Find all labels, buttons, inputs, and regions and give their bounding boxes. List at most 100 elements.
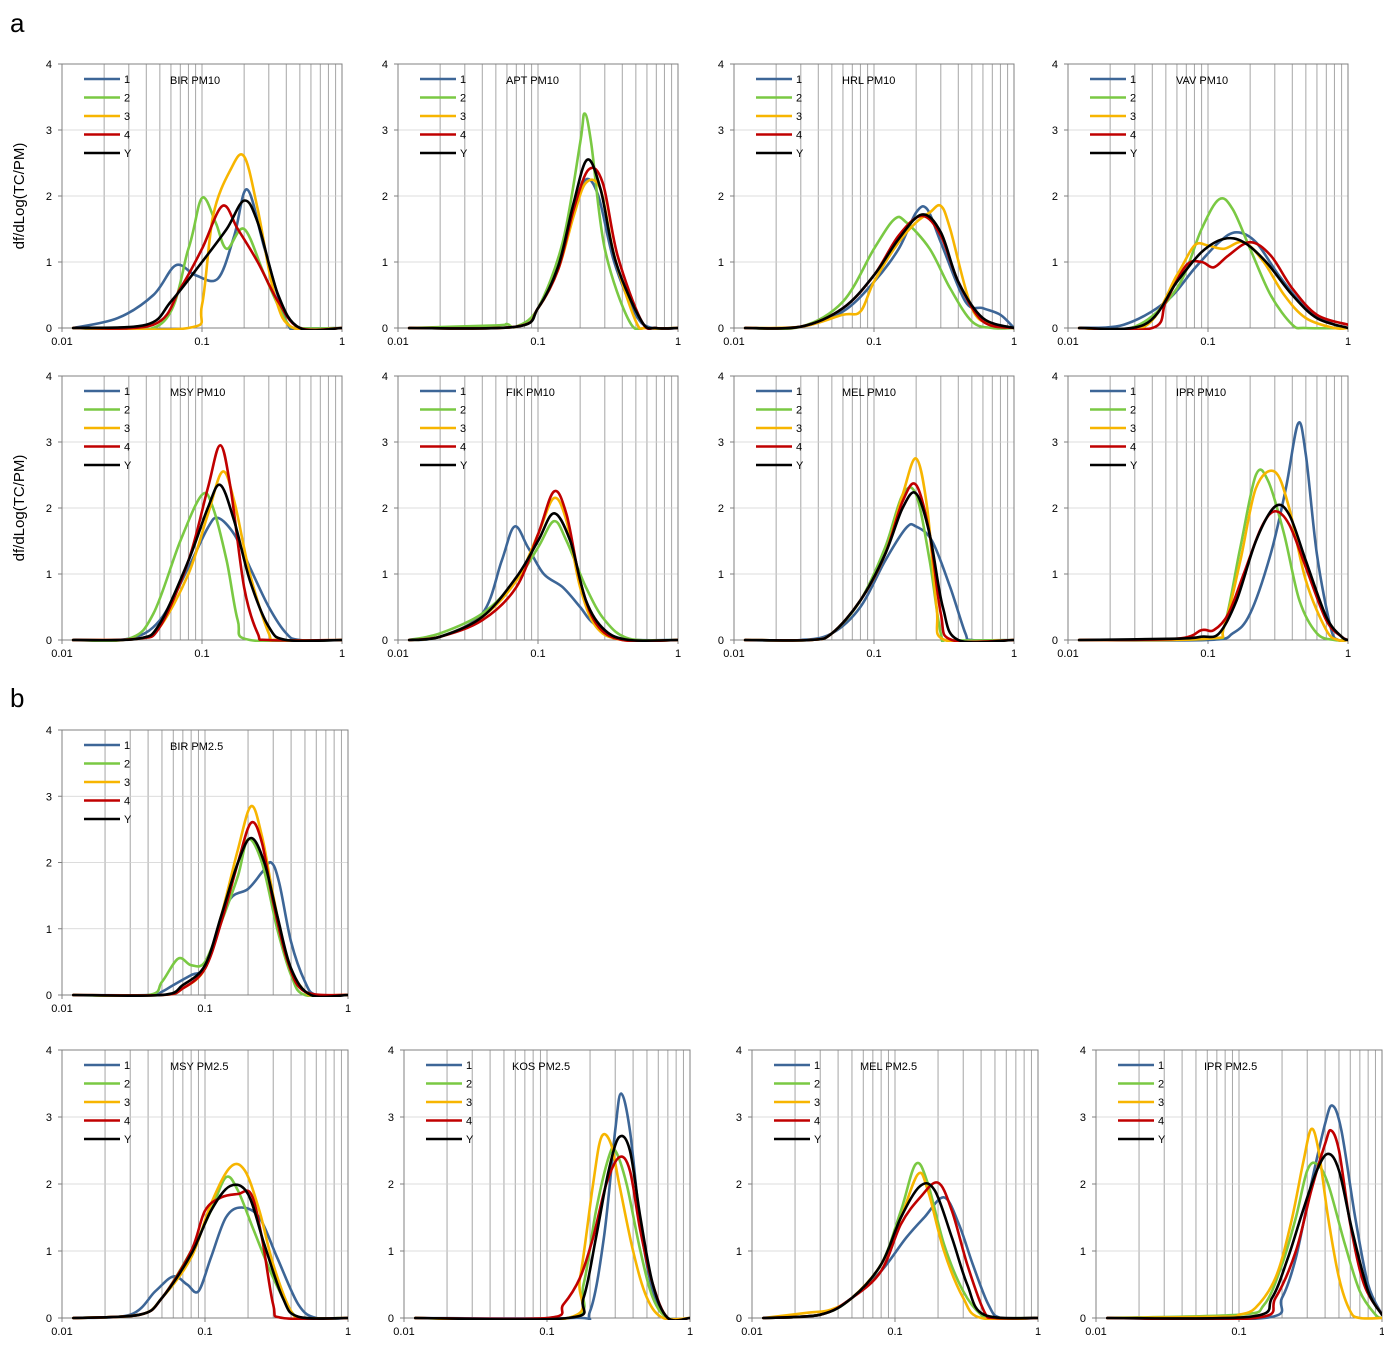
y-tick-label: 0 (1052, 635, 1058, 647)
legend-label: 3 (124, 1097, 130, 1109)
legend-label: 1 (124, 386, 130, 398)
x-tick-label: 1 (1345, 336, 1351, 348)
chart-title: HRL PM10 (842, 75, 895, 87)
legend-label: 4 (1130, 130, 1136, 142)
legend-label: 1 (124, 74, 130, 86)
legend-label: 4 (460, 442, 466, 454)
x-tick-label: 0.01 (387, 648, 408, 660)
y-tick-label: 1 (736, 1246, 742, 1258)
chart-title: MEL PM10 (842, 387, 896, 399)
x-tick-label: 0.1 (1200, 648, 1215, 660)
series-line (1106, 1152, 1382, 1320)
x-tick-label: 1 (1345, 648, 1351, 660)
series-line (1077, 240, 1348, 330)
chart-panel: 0.01 0.1 1 0 1 2 3 4 1 2 3 4 Y BIR PM2.5 (46, 725, 351, 1015)
chart-panel: 0.01 0.1 1 0 1 2 3 4 1 2 3 4 Y HRL PM10 (718, 59, 1017, 348)
x-tick-label: 0.01 (387, 336, 408, 348)
x-tick-label: 0.1 (194, 648, 209, 660)
legend-label: 1 (1130, 386, 1136, 398)
series-line (743, 457, 1014, 642)
legend-label: 4 (124, 796, 130, 808)
legend-label: 3 (124, 111, 130, 123)
series-line (743, 205, 1014, 330)
y-tick-label: 1 (1052, 257, 1058, 269)
legend-label: 2 (460, 405, 466, 417)
legend-label: 1 (124, 1060, 130, 1072)
y-tick-label: 2 (1052, 503, 1058, 515)
y-tick-label: 2 (46, 858, 52, 870)
x-tick-label: 0.1 (194, 336, 209, 348)
series-line (407, 177, 678, 330)
y-tick-label: 4 (1052, 371, 1058, 383)
legend-label: 4 (1130, 442, 1136, 454)
legend-label: Y (466, 1134, 474, 1146)
legend-label: 3 (466, 1097, 472, 1109)
chart-title: MSY PM10 (170, 387, 225, 399)
legend-label: 1 (796, 386, 802, 398)
legend-label: 4 (1158, 1116, 1164, 1128)
series-line (72, 860, 348, 997)
legend-label: 4 (124, 1116, 130, 1128)
y-tick-label: 4 (388, 1045, 394, 1057)
y-tick-label: 1 (46, 1246, 52, 1258)
chart-panel: 0.01 0.1 1 0 1 2 3 4 1 2 3 4 Y IPR PM10 (1052, 371, 1351, 660)
chart-panel: 0.01 0.1 1 0 1 2 3 4 df/dLog(TC/PM) 1 2 3 4 Y MSY PM10 (11, 371, 345, 660)
series-line (414, 1155, 690, 1320)
y-tick-label: 0 (1080, 1313, 1086, 1325)
chart-panel: 0.01 0.1 1 0 1 2 3 4 1 2 3 4 Y APT PM10 (382, 59, 681, 348)
y-tick-label: 3 (382, 125, 388, 137)
x-tick-label: 0.01 (723, 648, 744, 660)
x-tick-label: 0.01 (51, 648, 72, 660)
y-tick-label: 3 (1052, 437, 1058, 449)
x-tick-label: 1 (1035, 1326, 1041, 1338)
series-group (1077, 421, 1348, 642)
series-line (762, 1181, 1038, 1320)
series-group (71, 444, 342, 642)
series-line (1077, 503, 1348, 642)
x-tick-label: 0.01 (1057, 648, 1078, 660)
legend-label: Y (1158, 1134, 1166, 1146)
chart-panel: 0.01 0.1 1 0 1 2 3 4 1 2 3 4 Y KOS PM2.5 (388, 1045, 693, 1338)
y-tick-label: 2 (1052, 191, 1058, 203)
legend-label: 2 (814, 1079, 820, 1091)
series-line (762, 1181, 1038, 1320)
x-tick-label: 0.01 (51, 1003, 72, 1015)
series-line (743, 522, 1014, 642)
series-line (743, 213, 1014, 330)
legend-label: Y (814, 1134, 822, 1146)
y-tick-label: 3 (1052, 125, 1058, 137)
series-line (1077, 240, 1348, 330)
legend-label: 3 (460, 423, 466, 435)
x-tick-label: 1 (1379, 1326, 1384, 1338)
series-line (1077, 469, 1348, 642)
legend-label: 2 (1130, 93, 1136, 105)
y-tick-label: 4 (46, 59, 52, 71)
series-line (743, 491, 1014, 642)
y-tick-label: 1 (46, 924, 52, 936)
y-tick-label: 0 (388, 1313, 394, 1325)
chart-title: KOS PM2.5 (512, 1061, 570, 1073)
series-group (71, 152, 342, 330)
y-tick-label: 1 (388, 1246, 394, 1258)
series-line (762, 1171, 1038, 1320)
y-tick-label: 4 (46, 371, 52, 383)
series-line (407, 525, 678, 642)
legend-label: 1 (460, 74, 466, 86)
y-tick-label: 0 (46, 990, 52, 1002)
series-line (407, 158, 678, 330)
y-tick-label: 1 (1052, 569, 1058, 581)
series-group (407, 489, 678, 642)
series-line (414, 1146, 690, 1320)
legend-label: 2 (796, 405, 802, 417)
legend-label: 2 (460, 93, 466, 105)
y-tick-label: 0 (718, 635, 724, 647)
series-line (71, 444, 342, 642)
series-line (407, 519, 678, 642)
x-tick-label: 0.01 (723, 336, 744, 348)
y-tick-label: 2 (388, 1179, 394, 1191)
series-group (743, 203, 1014, 330)
legend-label: 2 (1158, 1079, 1164, 1091)
series-line (407, 489, 678, 642)
x-tick-label: 0.1 (530, 336, 545, 348)
